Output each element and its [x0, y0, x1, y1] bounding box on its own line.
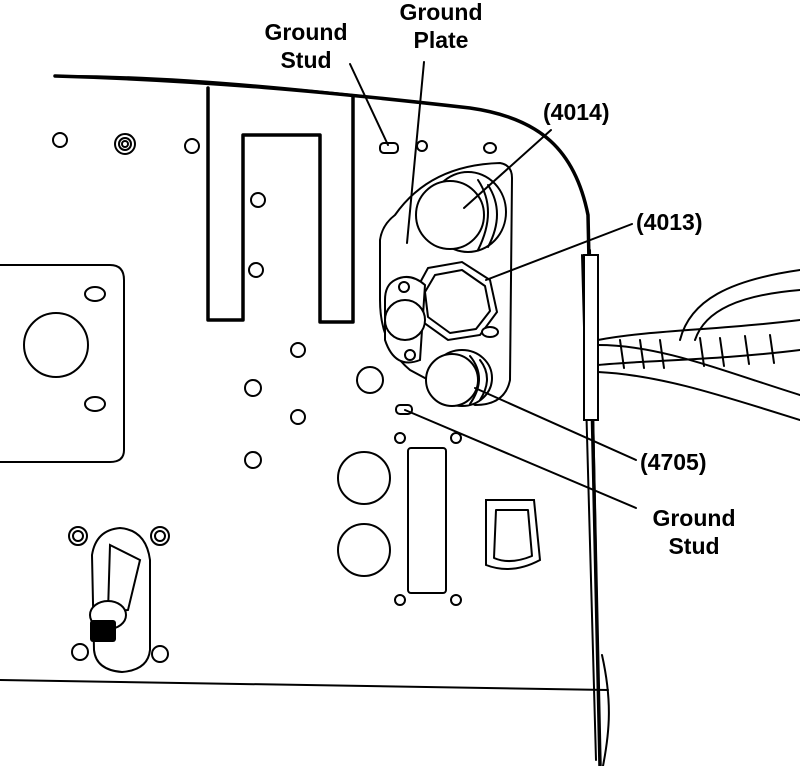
- connector-4014: [415, 171, 507, 253]
- grommet: [485, 499, 542, 570]
- ground-stud-top-label: Ground Stud: [256, 18, 356, 74]
- connector-4013: [384, 260, 499, 364]
- left-mounting-plate: [0, 264, 125, 463]
- lever-assembly: [68, 526, 170, 673]
- ground-plate-line2: Plate: [413, 27, 469, 53]
- panel-outline: [0, 74, 610, 766]
- part-4013-label: (4013): [636, 209, 703, 235]
- part-4705-label: (4705): [640, 449, 707, 475]
- ground-plate-line1: Ground: [399, 0, 483, 25]
- ground-stud-bottom-line2: Stud: [668, 533, 720, 559]
- connector-4705: [425, 349, 493, 407]
- ground-stud-top-line1: Ground: [264, 19, 348, 45]
- ground-stud-bottom-line1: Ground: [652, 505, 736, 531]
- ground-plate: [379, 162, 513, 406]
- leader-lines: [349, 61, 637, 509]
- wire-harness: [581, 249, 800, 766]
- part-4014-label: (4014): [543, 99, 610, 125]
- ground-plate-label: Ground Plate: [386, 0, 496, 54]
- ground-stud-top-part: [379, 142, 399, 154]
- ground-stud-bottom-label: Ground Stud: [642, 504, 746, 560]
- ground-stud-top-line2: Stud: [280, 47, 332, 73]
- panel-holes: [52, 132, 497, 606]
- u-channel: [206, 86, 355, 324]
